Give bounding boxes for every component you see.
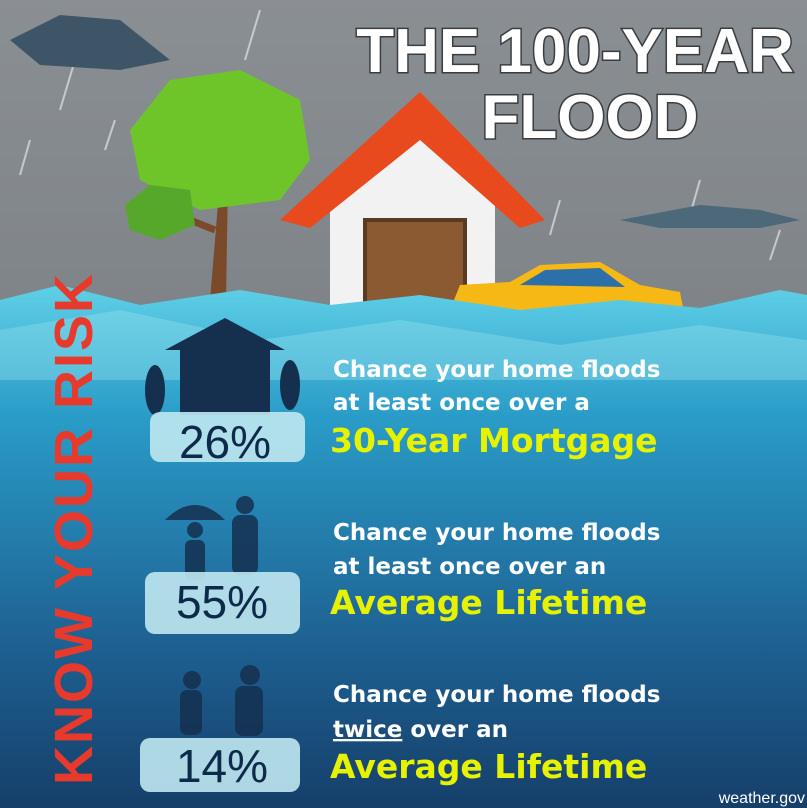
icon-people	[165, 496, 258, 580]
cloud	[10, 15, 170, 70]
percent: 55%	[176, 576, 268, 628]
item-highlight: 30-Year Mortgage	[330, 421, 658, 460]
icon-people	[180, 665, 263, 736]
item-highlight: Average Lifetime	[330, 583, 647, 622]
title-line: FLOOD	[482, 83, 699, 152]
house	[280, 92, 545, 312]
cloud	[620, 205, 800, 228]
icon-house	[145, 318, 300, 415]
item-text: twice over an	[333, 717, 508, 743]
item-text-rest: over an	[410, 717, 508, 743]
item-text: Chance your home floods	[333, 357, 660, 383]
tree	[125, 70, 310, 300]
percent-box	[150, 412, 305, 462]
footer: weather.gov	[718, 790, 805, 807]
item-text: Chance your home floods	[333, 520, 660, 546]
side-label: KNOW YOUR RISK	[44, 272, 104, 785]
item-text: at least once over an	[333, 554, 606, 580]
item-text: Chance your home floods	[333, 682, 660, 708]
percent-box	[145, 572, 300, 634]
percent: 26%	[179, 416, 271, 468]
title-line: THE 100-YEAR	[356, 17, 794, 86]
item-text: at least once over a	[333, 390, 590, 416]
percent-box	[140, 738, 300, 792]
underlined-word: twice	[333, 717, 402, 743]
item-highlight: Average Lifetime	[330, 747, 647, 786]
percent: 14%	[176, 740, 268, 792]
